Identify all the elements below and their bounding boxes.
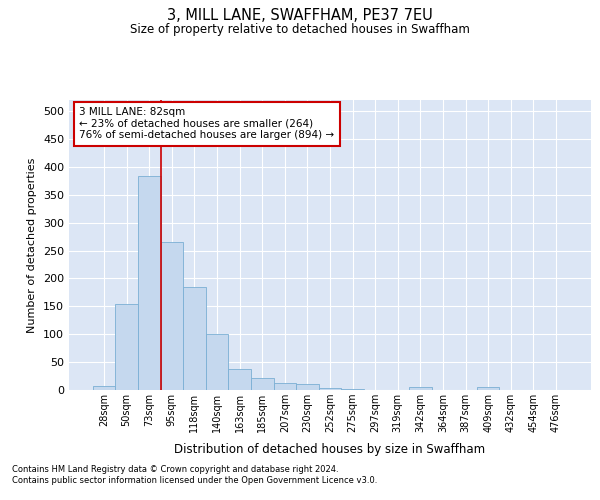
Bar: [206, 334, 229, 390]
Bar: [138, 176, 161, 390]
Bar: [161, 242, 183, 390]
Bar: [409, 387, 431, 390]
Bar: [115, 304, 138, 390]
Text: Contains public sector information licensed under the Open Government Licence v3: Contains public sector information licen…: [12, 476, 377, 485]
Text: Size of property relative to detached houses in Swaffham: Size of property relative to detached ho…: [130, 22, 470, 36]
Bar: [93, 386, 115, 390]
Text: Contains HM Land Registry data © Crown copyright and database right 2024.: Contains HM Land Registry data © Crown c…: [12, 465, 338, 474]
Text: 3 MILL LANE: 82sqm
← 23% of detached houses are smaller (264)
76% of semi-detach: 3 MILL LANE: 82sqm ← 23% of detached hou…: [79, 108, 335, 140]
Bar: [274, 384, 296, 390]
Bar: [229, 370, 251, 390]
Text: Distribution of detached houses by size in Swaffham: Distribution of detached houses by size …: [175, 442, 485, 456]
Bar: [296, 384, 319, 390]
Y-axis label: Number of detached properties: Number of detached properties: [28, 158, 37, 332]
Bar: [319, 388, 341, 390]
Bar: [477, 387, 499, 390]
Bar: [183, 287, 206, 390]
Text: 3, MILL LANE, SWAFFHAM, PE37 7EU: 3, MILL LANE, SWAFFHAM, PE37 7EU: [167, 8, 433, 22]
Bar: [251, 378, 274, 390]
